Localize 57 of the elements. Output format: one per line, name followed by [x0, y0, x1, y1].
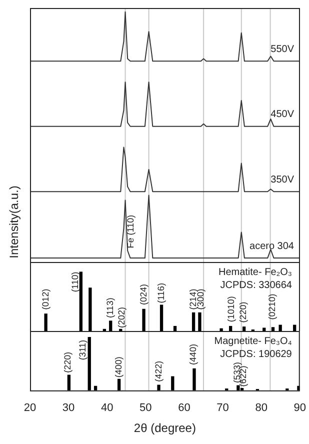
- annotation: (110): [70, 272, 80, 292]
- annotation: (220): [238, 302, 248, 323]
- annotation: (1010): [226, 296, 236, 322]
- x-tick-label: 60: [178, 402, 190, 414]
- bar: [142, 308, 146, 331]
- series-label: 450V: [270, 109, 294, 120]
- bar: [220, 328, 223, 331]
- bar: [88, 288, 92, 331]
- bar: [198, 312, 202, 331]
- y-axis-title: Intensity(a.u.): [7, 186, 21, 258]
- bar: [117, 378, 121, 390]
- bar: [171, 376, 174, 390]
- x-tick-label: 50: [140, 402, 152, 414]
- bar: [160, 304, 164, 331]
- bar: [271, 327, 275, 331]
- annotation: (220): [62, 352, 72, 373]
- x-tick-label: 30: [62, 402, 75, 414]
- annotation: Hematite- Fe₂O₃: [218, 266, 292, 278]
- annotation: (116): [156, 282, 166, 304]
- bar: [173, 326, 177, 331]
- x-tick-label: 70: [216, 402, 229, 414]
- bar: [242, 326, 246, 331]
- bar: [79, 272, 82, 331]
- bar: [192, 368, 196, 390]
- annotation: JCPDS: 190629: [220, 348, 292, 360]
- annotation: (024): [138, 284, 148, 306]
- bar: [262, 328, 266, 331]
- annotation: Fe (110): [126, 214, 136, 248]
- bar: [109, 320, 112, 331]
- bar: [44, 314, 48, 331]
- annotation: (422): [153, 360, 164, 382]
- series-label: acero 304: [250, 240, 294, 252]
- annotation: (012): [40, 288, 50, 310]
- bar: [67, 374, 71, 390]
- bar: [236, 385, 240, 390]
- bar: [88, 337, 91, 390]
- x-tick-label: 80: [255, 402, 268, 414]
- x-tick-label: 90: [294, 402, 306, 414]
- annotation: (400): [114, 356, 124, 378]
- bar: [157, 384, 160, 390]
- annotation: Magnetite- Fe₃O₄: [214, 336, 292, 347]
- series-label: 350V: [270, 174, 294, 186]
- x-axis-title: 2θ (degree): [134, 421, 196, 436]
- bar: [293, 324, 296, 331]
- bar: [192, 312, 196, 331]
- annotation: (0210): [267, 294, 278, 320]
- x-tick-label: 20: [24, 402, 36, 414]
- bar: [278, 324, 282, 331]
- annotation: (440): [188, 344, 198, 365]
- series-label: 550V: [270, 44, 294, 55]
- bar: [228, 326, 232, 331]
- annotation: (311): [78, 340, 88, 360]
- annotation: (214): [188, 288, 198, 310]
- annotation: JCPDS: 330664: [220, 280, 292, 291]
- annotation: (113): [105, 298, 116, 318]
- x-tick-label: 40: [100, 402, 114, 414]
- annotation: (202): [116, 307, 126, 328]
